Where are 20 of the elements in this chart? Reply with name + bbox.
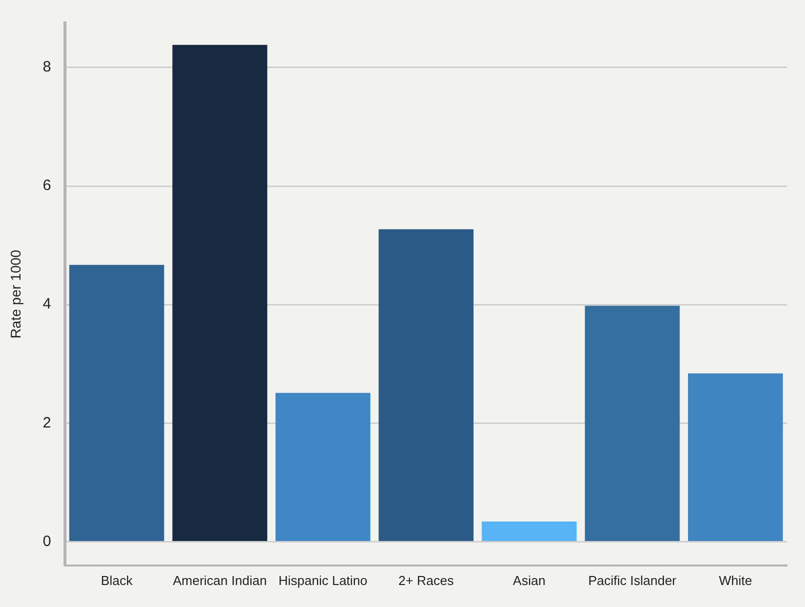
y-tick-label: 6 <box>42 177 52 194</box>
x-tick-label: Asian <box>512 572 546 588</box>
y-tick-label: 0 <box>42 532 52 550</box>
bar <box>276 392 370 541</box>
bar <box>69 264 164 541</box>
x-tick-label: Pacific Islander <box>588 572 678 588</box>
x-tick-label: Hispanic Latino <box>278 572 368 588</box>
bar <box>482 522 577 541</box>
y-tick-label: 8 <box>42 58 52 76</box>
x-tick-label: Black <box>100 572 134 588</box>
y-tick-label: 4 <box>42 296 52 313</box>
x-tick-label: American Indian <box>172 572 267 588</box>
bar <box>172 44 268 541</box>
x-tick-label: 2+ Races <box>398 572 454 588</box>
y-axis-title: Rate per 1000 <box>7 250 24 339</box>
bar <box>584 306 680 541</box>
x-tick-label: White <box>718 572 752 588</box>
bar <box>688 373 783 541</box>
bar <box>378 229 474 541</box>
y-tick-label: 2 <box>42 414 52 432</box>
